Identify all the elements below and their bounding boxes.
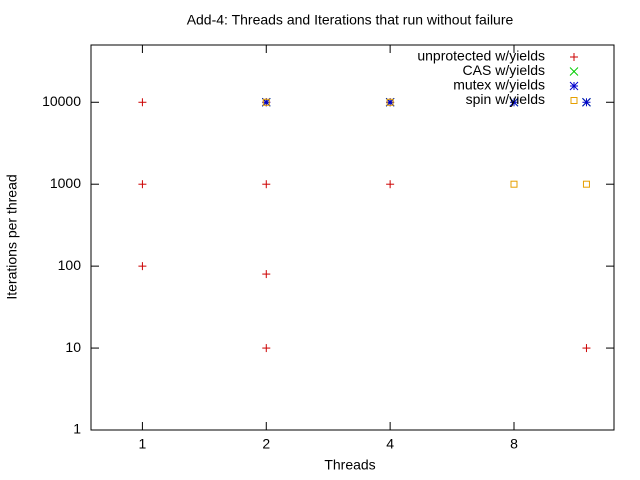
y-tick-label: 10: [65, 339, 81, 355]
chart-title: Add-4: Threads and Iterations that run w…: [187, 12, 514, 28]
legend-swatch: [569, 81, 579, 91]
point: [138, 180, 147, 189]
marker-stroke: [569, 81, 579, 91]
y-tick-label: 100: [58, 257, 82, 273]
point: [582, 344, 591, 353]
y-tick-label: 1000: [50, 175, 81, 191]
y-tick-label: 1: [73, 421, 81, 437]
marker-stroke: [570, 97, 578, 104]
x-axis-label: Threads: [324, 457, 375, 473]
marker-stroke: [509, 97, 519, 107]
legend-label: CAS w/yields: [463, 62, 545, 78]
plot-border: [90, 44, 615, 431]
legend-swatch: [570, 97, 578, 104]
legend-label: unprotected w/yields: [417, 48, 545, 64]
point: [262, 180, 271, 189]
point: [262, 98, 270, 106]
point: [386, 180, 395, 189]
marker-stroke: [262, 98, 270, 106]
x-tick-label: 8: [510, 436, 518, 452]
marker-stroke: [582, 180, 590, 188]
point: [582, 97, 591, 107]
marker-stroke: [569, 67, 579, 76]
x-tick-label: 2: [262, 436, 270, 452]
marker-stroke: [510, 180, 518, 188]
point: [510, 180, 518, 188]
y-axis-label: Iterations per thread: [4, 174, 20, 299]
legend-swatch: [570, 53, 578, 61]
point: [509, 97, 519, 107]
x-tick-label: 1: [139, 436, 147, 452]
y-tick-label: 10000: [42, 93, 81, 109]
legend-label: mutex w/yields: [453, 77, 545, 93]
marker-stroke: [582, 97, 591, 107]
point: [582, 180, 590, 188]
x-tick-label: 4: [386, 436, 394, 452]
point: [262, 270, 271, 279]
point: [386, 98, 394, 106]
legend-label: spin w/yields: [466, 91, 545, 107]
point: [262, 344, 271, 353]
point: [138, 262, 147, 271]
legend-swatch: [569, 67, 579, 76]
point: [138, 98, 147, 107]
marker-stroke: [386, 98, 394, 106]
